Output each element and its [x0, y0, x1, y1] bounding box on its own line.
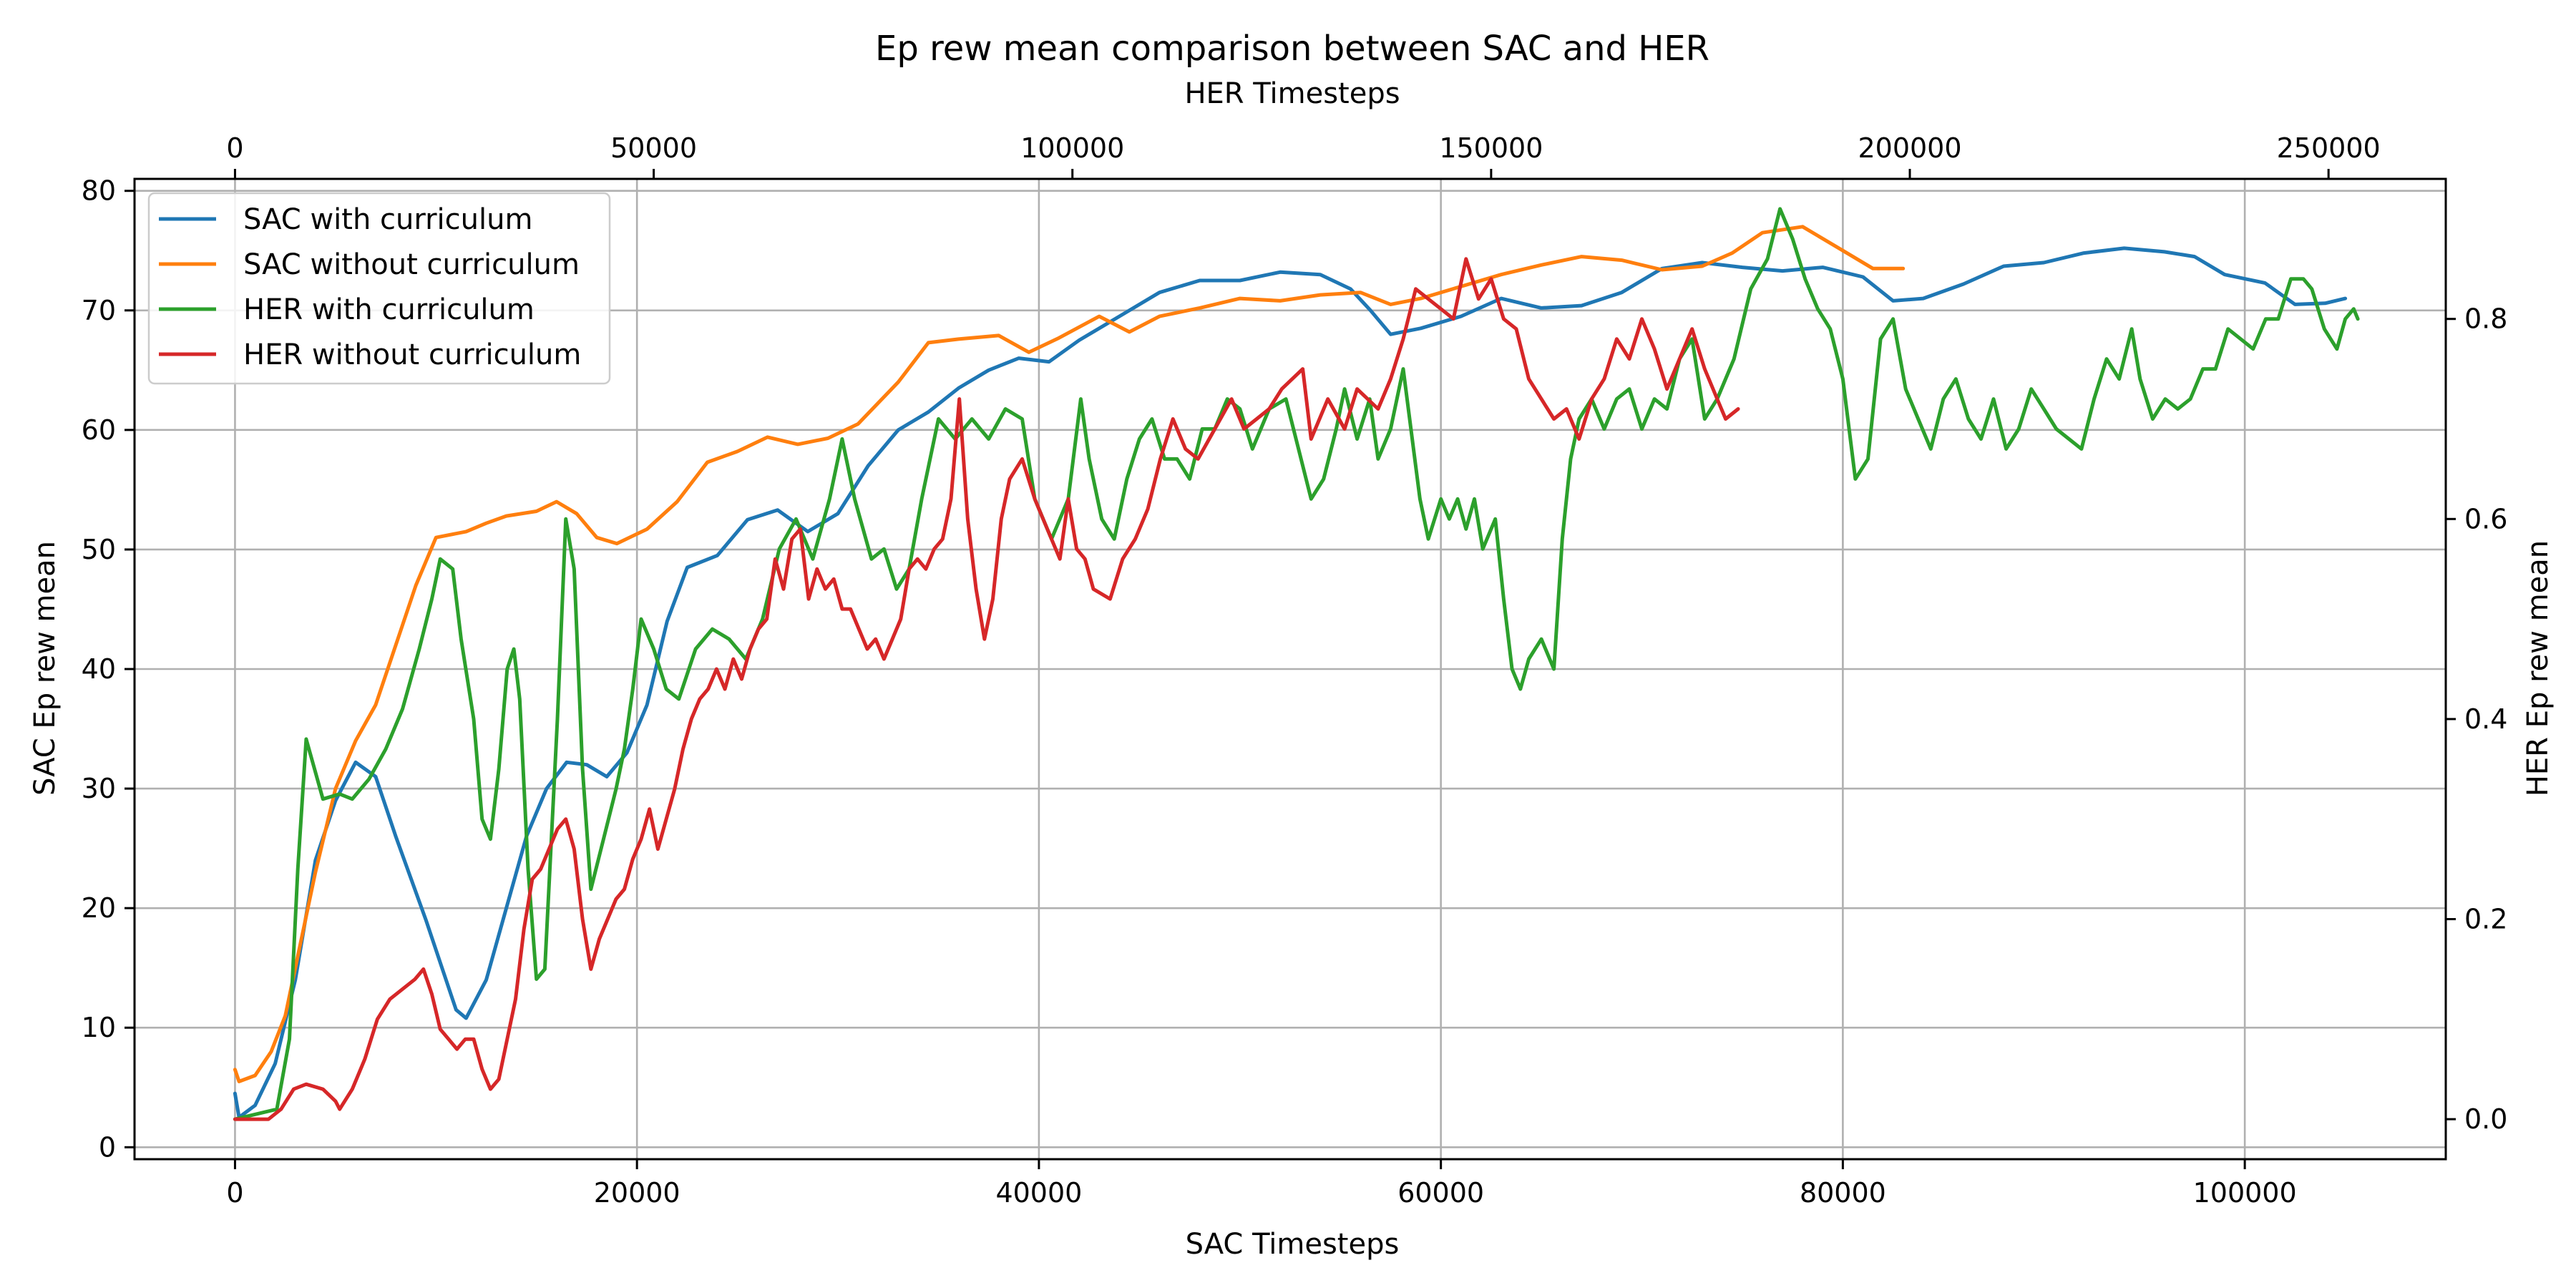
y-left-tick-label: 20 — [82, 892, 116, 924]
y-right-tick-label: 0.2 — [2464, 903, 2507, 935]
y-left-tick-label: 80 — [82, 175, 116, 207]
y-right-tick-label: 0.4 — [2464, 703, 2507, 735]
legend-label: HER with curriculum — [243, 293, 535, 326]
y-left-tick-label: 60 — [82, 414, 116, 446]
y-left-tick-label: 0 — [99, 1131, 116, 1163]
x-top-tick-label: 250000 — [2277, 132, 2381, 164]
y-left-tick-label: 40 — [82, 653, 116, 685]
x-top-tick-label: 0 — [226, 132, 243, 164]
legend-label: SAC with curriculum — [243, 203, 532, 236]
x-top-tick-label: 100000 — [1020, 132, 1124, 164]
y-left-tick-label: 70 — [82, 295, 116, 326]
y-right-axis-label: HER Ep rew mean — [2522, 540, 2555, 796]
series-line-sac-with-curriculum — [233, 246, 2348, 1119]
y-right-tick-label: 0.8 — [2464, 303, 2507, 335]
y-right-tick-label: 0.6 — [2464, 503, 2507, 535]
x-bottom-tick-label: 40000 — [995, 1177, 1082, 1209]
y-right-tick-label: 0.0 — [2464, 1103, 2507, 1135]
y-left-tick-label: 10 — [82, 1012, 116, 1043]
plot-area — [233, 207, 2360, 1121]
legend-label: SAC without curriculum — [243, 248, 580, 281]
y-left-tick-label: 30 — [82, 773, 116, 804]
x-top-tick-label: 50000 — [610, 132, 697, 164]
x-bottom-tick-label: 20000 — [594, 1177, 680, 1209]
legend-label: HER without curriculum — [243, 338, 581, 371]
x-bottom-tick-label: 60000 — [1397, 1177, 1484, 1209]
y-left-tick-label: 50 — [82, 534, 116, 565]
x-bottom-tick-label: 80000 — [1800, 1177, 1886, 1209]
legend-box — [147, 192, 611, 385]
legend: SAC with curriculum SAC without curriculu… — [147, 192, 611, 385]
axis-ticks: 0 20000 40000 60000 80000 100000 0 50000 100000 1… — [82, 132, 2508, 1209]
x-bottom-tick-label: 0 — [226, 1177, 243, 1209]
series-line-her-without-curriculum — [233, 257, 1740, 1121]
chart-title: Ep rew mean comparison between SAC and H… — [875, 29, 1709, 69]
x-bottom-axis-label: SAC Timesteps — [1186, 1228, 1400, 1261]
x-bottom-tick-label: 100000 — [2193, 1177, 2297, 1209]
y-left-axis-label: SAC Ep rew mean — [29, 541, 62, 796]
series-line-her-with-curriculum — [233, 207, 2360, 1121]
x-top-axis-label: HER Timesteps — [1184, 77, 1400, 110]
x-top-tick-label: 150000 — [1439, 132, 1543, 164]
series-line-sac-without-curriculum — [233, 225, 1906, 1083]
x-top-tick-label: 200000 — [1858, 132, 1961, 164]
